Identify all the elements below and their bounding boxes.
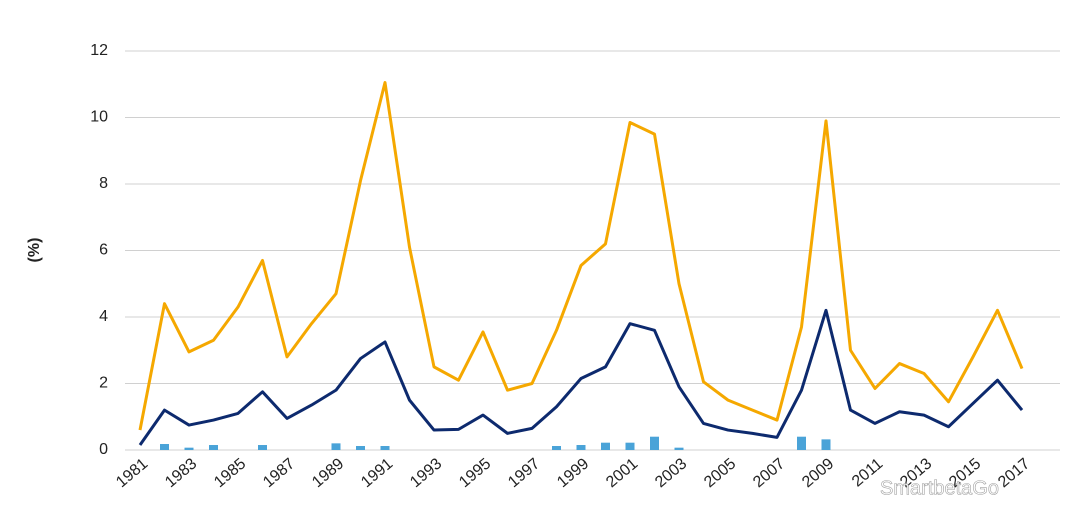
bar [650,436,659,450]
x-tick-label: 1987 [260,455,298,491]
x-tick-label: 1999 [554,455,592,491]
x-tick-label: 1995 [456,455,494,491]
bar [576,445,586,450]
x-tick-label: 2009 [799,455,837,491]
x-tick-label: 1991 [358,455,396,491]
x-tick-label: 2003 [652,455,690,491]
bar [380,446,390,450]
x-tick-label: 2005 [701,455,739,491]
y-tick-label: 8 [99,175,108,192]
x-tick-label: 1989 [309,455,347,491]
bar [184,447,194,450]
x-tick-label: 1993 [407,455,445,491]
line [138,81,1024,431]
y-tick-label: 0 [99,441,108,458]
y-tick-label: 10 [90,109,108,126]
line [138,308,1024,446]
watermark: SmartbetaGo [880,477,999,499]
y-tick-label: 2 [99,375,108,392]
bar [331,443,341,450]
x-tick-label: 1985 [211,455,249,491]
bar [674,447,684,450]
bar [625,442,635,450]
bar [356,446,365,450]
bar [601,442,610,450]
y-axis-label: (%) [26,238,43,263]
y-tick-label: 4 [99,308,108,325]
bar [258,445,267,450]
x-tick-label: 2007 [750,455,788,491]
x-tick-label: 2001 [603,455,641,491]
bar [160,444,169,450]
bar [209,445,218,450]
x-tick-label: 2017 [995,455,1033,491]
x-tick-label: 1983 [162,455,200,491]
y-tick-label: 6 [99,242,108,259]
x-tick-label: 1981 [113,455,151,491]
bar [552,446,561,450]
y-tick-label: 12 [90,42,108,59]
bar [821,439,831,450]
x-tick-label: 1997 [505,455,543,491]
bar [797,436,806,450]
